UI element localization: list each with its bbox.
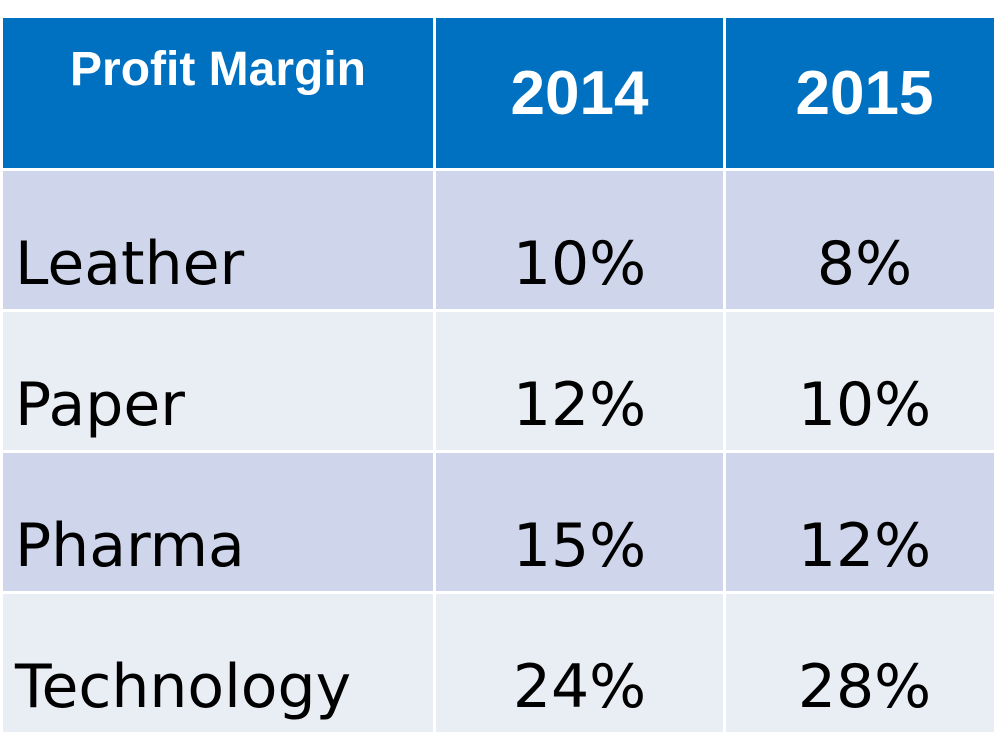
table-row: Technology 24% 28% <box>3 594 994 732</box>
profit-margin-table: Profit Margin 2014 2015 Leather 10% 8% P… <box>0 15 994 735</box>
table-row: Paper 12% 10% <box>3 312 994 450</box>
header-year-2015: 2015 <box>726 18 994 168</box>
table-row: Pharma 15% 12% <box>3 453 994 591</box>
header-profit-margin: Profit Margin <box>3 18 433 168</box>
cell-2014: 10% <box>436 171 723 309</box>
cell-2014: 24% <box>436 594 723 732</box>
cell-2015: 12% <box>726 453 994 591</box>
cell-2015: 28% <box>726 594 994 732</box>
row-label: Leather <box>3 171 433 309</box>
row-label: Technology <box>3 594 433 732</box>
header-row: Profit Margin 2014 2015 <box>3 18 994 168</box>
profit-margin-table-container: Profit Margin 2014 2015 Leather 10% 8% P… <box>0 15 994 732</box>
cell-2015: 8% <box>726 171 994 309</box>
cell-2015: 10% <box>726 312 994 450</box>
row-label: Pharma <box>3 453 433 591</box>
row-label: Paper <box>3 312 433 450</box>
header-year-2014: 2014 <box>436 18 723 168</box>
cell-2014: 12% <box>436 312 723 450</box>
table-row: Leather 10% 8% <box>3 171 994 309</box>
cell-2014: 15% <box>436 453 723 591</box>
